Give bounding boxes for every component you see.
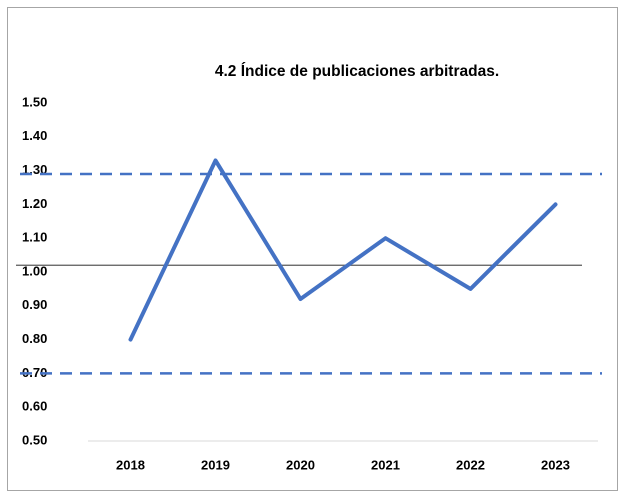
x-tick-label: 2020 <box>286 457 315 472</box>
y-tick-label: 1.00 <box>22 263 47 278</box>
chart-title: 4.2 Índice de publicaciones arbitradas. <box>215 63 499 80</box>
y-tick-label: 1.50 <box>22 94 47 109</box>
y-tick-label: 0.90 <box>22 297 47 312</box>
x-tick-label: 2022 <box>456 457 485 472</box>
y-tick-label: 0.70 <box>22 365 47 380</box>
y-tick-label: 1.40 <box>22 128 47 143</box>
y-tick-label: 0.60 <box>22 399 47 414</box>
y-tick-label: 1.20 <box>22 196 47 211</box>
x-tick-label: 2019 <box>201 457 230 472</box>
x-tick-label: 2018 <box>116 457 145 472</box>
chart-frame <box>7 7 618 491</box>
y-tick-label: 0.80 <box>22 331 47 346</box>
x-tick-label: 2023 <box>541 457 570 472</box>
x-tick-label: 2021 <box>371 457 400 472</box>
data-line <box>128 158 558 342</box>
y-tick-label: 0.50 <box>22 432 47 447</box>
y-tick-label: 1.10 <box>22 230 47 245</box>
